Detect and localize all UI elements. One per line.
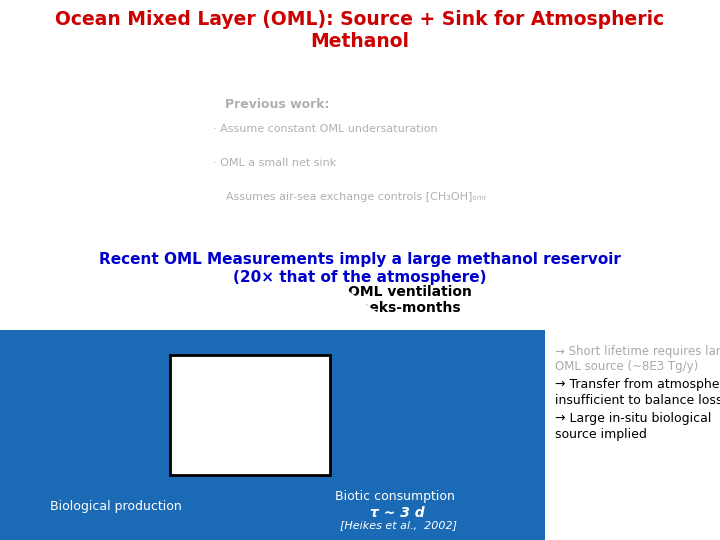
Text: weeks-months: weeks-months [348, 301, 462, 315]
Text: Ocean Mixed Layer (OML): Source + Sink for Atmospheric: Ocean Mixed Layer (OML): Source + Sink f… [55, 10, 665, 29]
Text: [Williams et al.,  2004]: [Williams et al., 2004] [192, 415, 309, 425]
Text: Biotic consumption: Biotic consumption [335, 490, 455, 503]
Text: OH: OH [253, 367, 281, 385]
Text: → Large in-situ biological: → Large in-situ biological [555, 412, 711, 425]
Text: 120 ± 50 nM: 120 ± 50 nM [198, 390, 302, 405]
Text: Previous work:: Previous work: [225, 98, 330, 111]
Text: CH: CH [216, 367, 242, 385]
Text: Recent OML Measurements imply a large methanol reservoir: Recent OML Measurements imply a large me… [99, 252, 621, 267]
Text: → Assumes air-sea exchange controls [CH₃OH]ₒₘₗ: → Assumes air-sea exchange controls [CH₃… [213, 192, 486, 202]
Text: OML source (~8E3 Tg/y): OML source (~8E3 Tg/y) [555, 360, 698, 373]
Text: Biological production: Biological production [50, 500, 181, 513]
Text: source implied: source implied [555, 428, 647, 441]
Text: Methanol: Methanol [310, 32, 410, 51]
Text: (20× that of the atmosphere): (20× that of the atmosphere) [233, 270, 487, 285]
Text: τ ~ 3 d: τ ~ 3 d [370, 506, 425, 520]
Text: → Short lifetime requires large: → Short lifetime requires large [555, 345, 720, 358]
Text: · Assume constant OML undersaturation: · Assume constant OML undersaturation [213, 124, 438, 134]
Text: 100 Tg /y: 100 Tg /y [122, 293, 194, 307]
Text: insufficient to balance loss: insufficient to balance loss [555, 394, 720, 407]
Text: · OML a small net sink: · OML a small net sink [213, 158, 336, 168]
Text: OML ventilation: OML ventilation [348, 285, 472, 299]
Text: 3: 3 [244, 372, 251, 382]
Text: [Heikes et al.,  2002]: [Heikes et al., 2002] [340, 520, 457, 530]
Text: 66 Tg: 66 Tg [224, 433, 276, 451]
Text: → Transfer from atmosphere: → Transfer from atmosphere [555, 378, 720, 391]
